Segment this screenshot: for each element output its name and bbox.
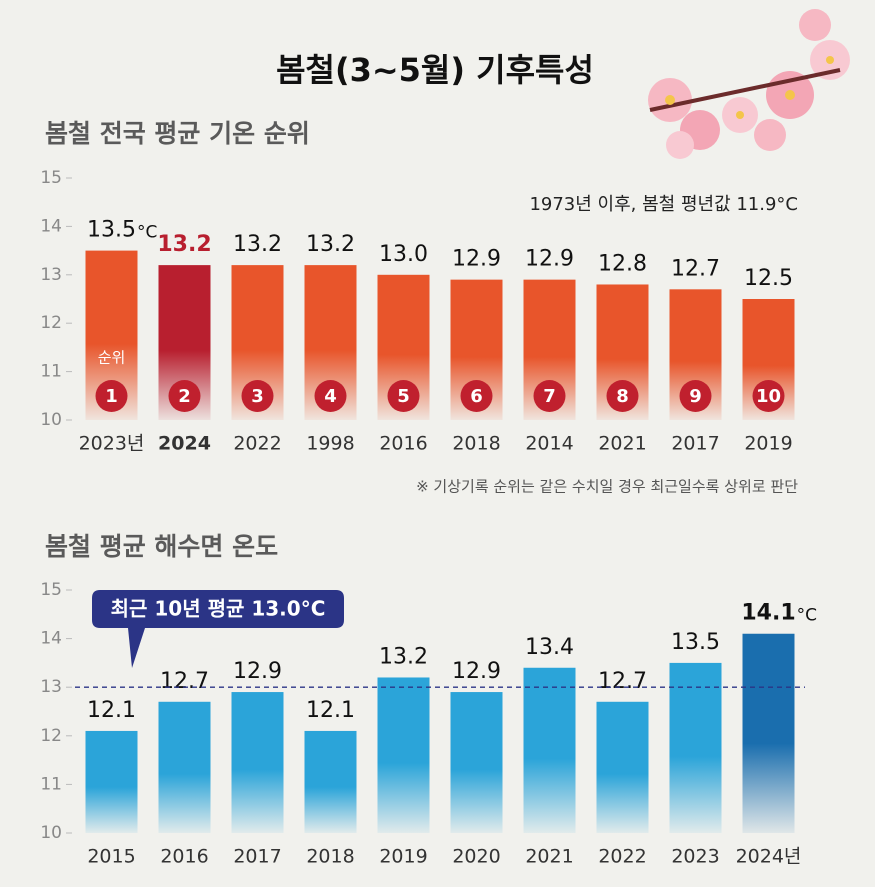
bar <box>669 662 722 833</box>
bar <box>231 692 284 833</box>
value-label: 12.9 <box>525 247 574 272</box>
rank-badge <box>387 380 420 412</box>
rank-number: 6 <box>470 386 483 407</box>
value-label: 12.5 <box>744 266 793 291</box>
callout-box <box>92 590 344 668</box>
y-tick-label: 15 <box>40 580 62 600</box>
x-tick-label: 2019 <box>744 433 792 455</box>
y-tick-label: 10 <box>40 410 62 430</box>
value-label: 12.7 <box>160 669 209 694</box>
rank-number: 9 <box>689 386 702 407</box>
value-label: 12.7 <box>671 256 720 281</box>
unit-label: °C <box>137 223 157 243</box>
y-tick-label: 13 <box>40 265 62 285</box>
footnote: ※ 기상기록 순위는 같은 수치일 경우 최근일수록 상위로 판단 <box>416 478 798 496</box>
y-tick-label: 14 <box>40 629 62 649</box>
unit-label: °C <box>797 606 817 626</box>
value-label: 12.9 <box>452 247 501 272</box>
rank-number: 10 <box>756 386 781 407</box>
bar <box>523 667 576 833</box>
value-label: 12.8 <box>598 251 647 276</box>
x-tick-label: 2021 <box>525 846 573 868</box>
y-tick-label: 12 <box>40 726 62 746</box>
rank-badge <box>241 380 274 412</box>
value-label: 14.1 <box>741 601 795 626</box>
x-tick-label: 2017 <box>671 433 719 455</box>
rank-label: 순위 <box>98 349 126 367</box>
value-label: 12.1 <box>87 698 136 723</box>
reference-label: 최근 10년 평균 13.0°C <box>111 597 326 621</box>
rank-number: 7 <box>543 386 556 407</box>
value-label: 13.5 <box>87 218 136 243</box>
value-label: 12.9 <box>452 659 501 684</box>
rank-number: 8 <box>616 386 629 407</box>
blossoms <box>648 9 850 159</box>
y-tick-label: 11 <box>40 774 62 794</box>
x-tick-label: 1998 <box>306 433 354 455</box>
x-tick-label: 2020 <box>452 846 500 868</box>
y-tick-label: 10 <box>40 823 62 843</box>
value-label: 13.2 <box>157 232 211 257</box>
y-tick-label: 11 <box>40 362 62 382</box>
bar <box>596 701 649 833</box>
x-tick-label: 2016 <box>160 846 208 868</box>
bar <box>450 692 503 833</box>
value-label: 13.4 <box>525 635 574 660</box>
rank-number: 1 <box>105 386 118 407</box>
page-title: 봄철(3~5월) 기후특성 <box>276 51 594 89</box>
bar <box>377 677 430 833</box>
value-label: 12.7 <box>598 669 647 694</box>
x-tick-label: 2018 <box>452 433 500 455</box>
rank-badge <box>460 380 493 412</box>
x-tick-label: 2014 <box>525 433 573 455</box>
note: 1973년 이후, 봄철 평년값 11.9°C <box>529 194 798 215</box>
rank-badge <box>752 380 785 412</box>
value-label: 13.2 <box>379 644 428 669</box>
bar <box>304 730 357 833</box>
rank-number: 2 <box>178 386 191 407</box>
x-tick-label: 2018 <box>306 846 354 868</box>
x-tick-label: 2015 <box>87 846 135 868</box>
x-tick-label: 2021 <box>598 433 646 455</box>
x-tick-label: 2023 <box>671 846 719 868</box>
rank-number: 5 <box>397 386 410 407</box>
rank-number: 3 <box>251 386 264 407</box>
x-tick-label: 2019 <box>379 846 427 868</box>
chart-title: 봄철 평균 해수면 온도 <box>45 532 278 561</box>
y-tick-label: 14 <box>40 216 62 236</box>
bar <box>742 633 795 833</box>
x-tick-label: 2024 <box>158 433 211 455</box>
value-label: 13.2 <box>233 232 282 257</box>
x-tick-label: 2024년 <box>736 846 802 868</box>
rank-number: 4 <box>324 386 337 407</box>
x-tick-label: 2017 <box>233 846 281 868</box>
rank-badge <box>606 380 639 412</box>
value-label: 12.9 <box>233 659 282 684</box>
value-label: 13.0 <box>379 242 428 267</box>
x-tick-label: 2023년 <box>79 433 145 455</box>
value-label: 13.5 <box>671 630 720 655</box>
y-tick-label: 12 <box>40 313 62 333</box>
x-tick-label: 2016 <box>379 433 427 455</box>
rank-badge <box>679 380 712 412</box>
value-label: 13.2 <box>306 232 355 257</box>
x-tick-label: 2022 <box>233 433 281 455</box>
bar <box>85 730 138 833</box>
y-tick-label: 13 <box>40 677 62 697</box>
rank-badge <box>168 380 201 412</box>
x-tick-label: 2022 <box>598 846 646 868</box>
rank-badge <box>533 380 566 412</box>
rank-badge <box>95 380 128 412</box>
value-label: 12.1 <box>306 698 355 723</box>
rank-badge <box>314 380 347 412</box>
y-tick-label: 15 <box>40 168 62 188</box>
bar <box>158 701 211 833</box>
chart-title: 봄철 전국 평균 기온 순위 <box>45 119 310 148</box>
